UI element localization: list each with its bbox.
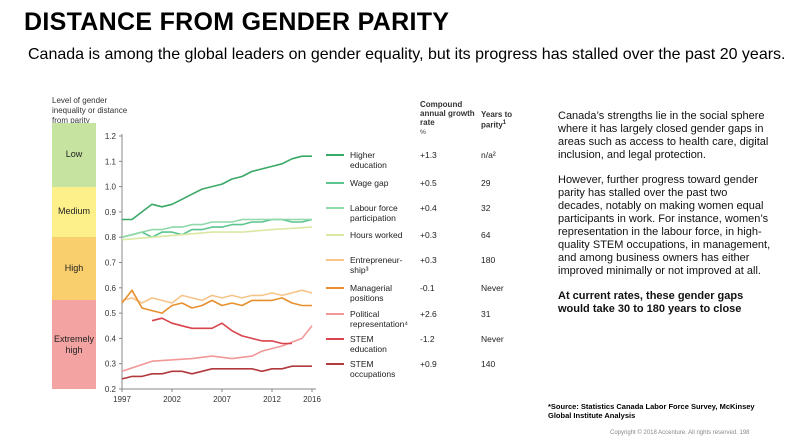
series-name: Entrepreneur-ship³ — [350, 255, 403, 275]
rate-header-label: Compound annual growth rate — [420, 100, 475, 127]
y-tick-label: 0.9 — [105, 208, 117, 217]
y-tick-label: 1.0 — [105, 183, 117, 192]
series-years-to-parity: 29 — [481, 178, 491, 188]
series-growth-rate: +2.6 — [420, 309, 437, 319]
band-medium: Medium — [52, 186, 96, 238]
series-line-stem-occupations — [121, 365, 312, 380]
series-years-to-parity: 64 — [481, 230, 491, 240]
x-tick-label: 2007 — [213, 395, 231, 404]
band-low: Low — [52, 123, 96, 187]
series-line-hours-worked — [121, 226, 313, 241]
copyright-footer: Copyright © 2018 Accenture. All rights r… — [610, 430, 750, 436]
series-swatch — [326, 154, 344, 156]
series-years-to-parity: n/a² — [481, 150, 496, 160]
x-tick-label: 2012 — [263, 395, 281, 404]
commentary-paragraph-1: Canada’s strengths lie in the social sph… — [558, 110, 769, 161]
series-name: Labour force participation — [350, 203, 398, 223]
series-name: Wage gap — [350, 178, 389, 188]
y-tick-label: 1.1 — [105, 157, 117, 166]
page-title: DISTANCE FROM GENDER PARITY — [24, 8, 450, 36]
series-name: Political representation⁴ — [350, 309, 408, 329]
series-line-entrepreneur-ship — [121, 289, 313, 304]
series-swatch — [326, 287, 344, 289]
commentary-panel: Canada’s strengths lie in the social sph… — [558, 110, 773, 328]
series-growth-rate: +0.3 — [420, 255, 437, 265]
series-growth-rate: +0.9 — [420, 359, 437, 369]
source-note: *Source: Statistics Canada Labor Force S… — [548, 402, 755, 420]
y-tick-label: 0.3 — [105, 360, 117, 369]
series-swatch — [326, 363, 344, 365]
series-years-to-parity: Never — [481, 334, 504, 344]
series-line-higher-education — [122, 155, 312, 221]
series-name: STEM education — [350, 334, 387, 354]
series-line-stem-education — [151, 317, 292, 345]
years-header: Years to parity1 — [481, 110, 521, 130]
band-extremely-high: Extremely high — [52, 300, 96, 389]
y-axis-title: Level of gender inequality or distance f… — [52, 96, 128, 125]
y-tick-label: 0.2 — [105, 385, 117, 394]
series-growth-rate: +1.3 — [420, 150, 437, 160]
rate-header: Compound annual growth rate % — [420, 100, 480, 137]
series-swatch — [326, 182, 344, 184]
series-name: Higher education — [350, 150, 387, 170]
series-growth-rate: -0.1 — [420, 283, 435, 293]
series-line-managerial-positions — [121, 289, 312, 314]
series-swatch — [326, 338, 344, 340]
series-name: STEM occupations — [350, 359, 396, 379]
series-swatch — [326, 259, 344, 261]
y-tick-label: 1.2 — [105, 132, 117, 141]
series-name: Hours worked — [350, 230, 403, 240]
x-tick-label: 2016 — [303, 395, 321, 404]
series-years-to-parity: 140 — [481, 359, 496, 369]
x-tick-label: 2002 — [163, 395, 181, 404]
years-header-mark: 1 — [502, 120, 507, 126]
x-tick-label: 1997 — [113, 395, 131, 404]
series-line-political-representation — [121, 325, 313, 373]
series-line-labour-force-participation — [121, 218, 312, 238]
y-tick-label: 0.7 — [105, 259, 117, 268]
series-growth-rate: +0.3 — [420, 230, 437, 240]
commentary-conclusion: At current rates, these gender gaps woul… — [558, 290, 744, 315]
series-years-to-parity: Never — [481, 283, 504, 293]
rate-header-unit: % — [420, 129, 426, 136]
years-header-label: Years to parity — [481, 110, 513, 130]
series-years-to-parity: 180 — [481, 255, 496, 265]
commentary-paragraph-2: However, further progress toward gender … — [558, 174, 771, 277]
band-high: High — [52, 237, 96, 301]
series-name: Managerial positions — [350, 283, 393, 303]
series-swatch — [326, 207, 344, 209]
y-tick-label: 0.4 — [105, 334, 117, 343]
series-swatch — [326, 313, 344, 315]
y-tick-label: 0.6 — [105, 284, 117, 293]
series-growth-rate: -1.2 — [420, 334, 435, 344]
y-tick-label: 0.8 — [105, 233, 117, 242]
series-years-to-parity: 31 — [481, 309, 491, 319]
series-growth-rate: +0.4 — [420, 203, 437, 213]
page-subtitle: Canada is among the global leaders on ge… — [28, 46, 786, 63]
y-tick-label: 0.5 — [105, 309, 117, 318]
series-years-to-parity: 32 — [481, 203, 491, 213]
series-swatch — [326, 234, 344, 236]
series-growth-rate: +0.5 — [420, 178, 437, 188]
